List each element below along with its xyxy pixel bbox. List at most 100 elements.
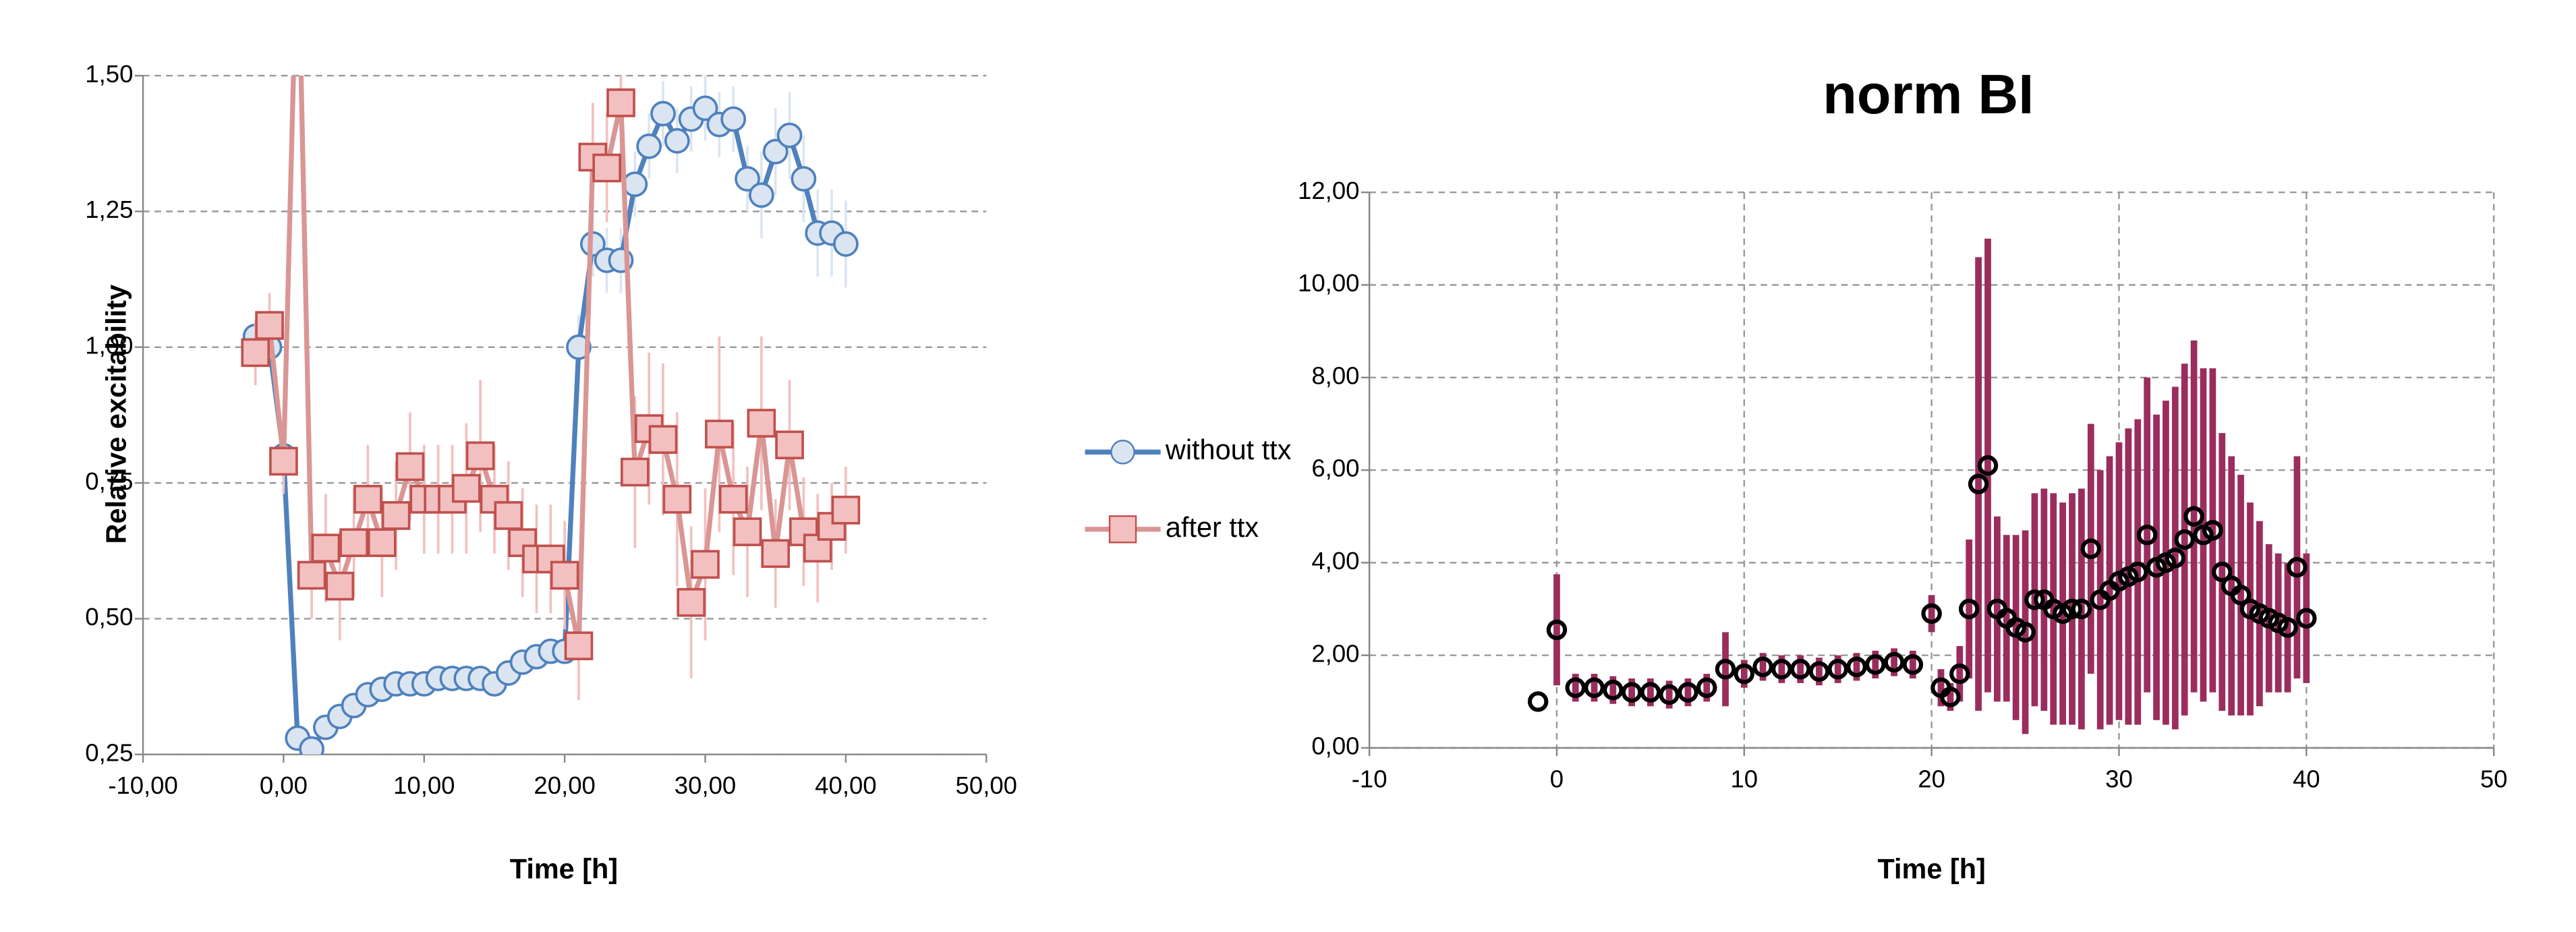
marker — [1584, 677, 1605, 698]
marker — [1640, 682, 1661, 703]
x-tick-label: 20,00 — [534, 771, 595, 799]
marker — [1949, 663, 1970, 685]
marker — [705, 419, 734, 448]
x-tick-label: 30 — [2105, 765, 2133, 792]
marker — [1696, 677, 1717, 698]
legend-marker — [1110, 440, 1135, 465]
y-tick-label: 0,75 — [85, 467, 133, 495]
marker — [1603, 679, 1624, 701]
y-tick-label: 0,00 — [1311, 732, 1359, 760]
marker — [367, 528, 397, 558]
x-axis-label: Time [h] — [1877, 853, 1985, 885]
marker — [1827, 659, 1848, 680]
marker — [648, 425, 678, 455]
marker — [1734, 663, 1755, 685]
marker — [1659, 684, 1680, 705]
marker — [733, 517, 762, 546]
legend-marker — [1108, 515, 1137, 544]
y-tick-label: 1,25 — [85, 196, 133, 223]
marker — [2174, 529, 2195, 550]
marker — [636, 133, 662, 159]
marker — [564, 631, 594, 660]
marker — [692, 95, 718, 121]
marker — [718, 484, 748, 514]
y-tick-label: 2,00 — [1311, 639, 1359, 667]
marker — [606, 88, 635, 117]
marker — [2136, 524, 2158, 546]
chart-title: norm BI — [1823, 63, 2034, 125]
marker — [621, 457, 650, 487]
marker — [2230, 585, 2252, 606]
marker — [1565, 677, 1586, 698]
x-axis-label: Time [h] — [510, 853, 618, 885]
marker — [566, 334, 592, 360]
marker — [1715, 659, 1736, 680]
marker — [297, 560, 326, 590]
marker — [592, 153, 621, 183]
y-tick-label: 12,00 — [1298, 177, 1359, 204]
x-tick-label: 20 — [1918, 765, 1945, 792]
legend-label: without ttx — [1165, 434, 1292, 465]
marker — [1865, 654, 1886, 675]
x-tick-label: 50,00 — [956, 771, 1017, 799]
y-tick-label: 0,50 — [85, 603, 133, 631]
left-chart: 0,25 0,50 0,75 1,00 1,25 1,50 -10,00 0,00 10,00 2… — [85, 60, 1292, 799]
x-tick-label: 0 — [1550, 765, 1564, 792]
marker — [353, 484, 382, 514]
y-tick-label: 1,50 — [85, 60, 133, 88]
y-tick-label: 10,00 — [1298, 269, 1359, 297]
marker — [2024, 589, 2045, 610]
marker — [2202, 520, 2223, 541]
marker — [2296, 608, 2317, 629]
x-tick-label: -10,00 — [108, 771, 178, 799]
marker — [451, 473, 481, 503]
marker — [311, 533, 341, 563]
marker — [1790, 659, 1811, 680]
marker — [831, 496, 861, 525]
marker — [2061, 598, 2083, 620]
x-tick-label: 0,00 — [260, 771, 308, 799]
marker — [2127, 561, 2148, 583]
marker — [1752, 656, 1773, 678]
marker — [381, 501, 411, 530]
x-tick-label: 50 — [2480, 765, 2508, 792]
y-tick-label: 6,00 — [1311, 455, 1359, 482]
marker — [269, 446, 298, 476]
marker — [1621, 682, 1642, 703]
legend-label: after ttx — [1166, 511, 1259, 543]
marker — [1546, 619, 1568, 641]
marker — [1921, 603, 1942, 624]
marker — [2165, 548, 2186, 569]
marker — [1883, 651, 1905, 673]
marker — [833, 231, 859, 257]
marker — [776, 122, 803, 148]
marker — [494, 501, 523, 530]
marker — [2071, 598, 2092, 620]
marker — [664, 127, 690, 154]
marker — [339, 528, 368, 558]
marker — [677, 587, 706, 617]
x-tick-label: -10 — [1352, 765, 1387, 792]
x-tick-label: 10,00 — [393, 771, 455, 799]
marker — [395, 452, 425, 482]
marker — [1678, 682, 1698, 703]
marker — [720, 106, 747, 132]
marker — [1902, 654, 1924, 675]
marker — [2287, 557, 2308, 578]
marker — [735, 166, 760, 192]
marker — [775, 430, 804, 460]
marker — [1846, 656, 1867, 678]
marker — [325, 571, 355, 601]
marker — [748, 182, 774, 208]
marker — [241, 338, 270, 368]
marker — [662, 484, 692, 514]
marker — [2080, 538, 2102, 560]
x-tick-label: 30,00 — [675, 771, 736, 799]
marker — [550, 560, 579, 590]
marker — [255, 311, 284, 340]
y-axis-label: Relative excitability — [100, 285, 132, 544]
y-tick-label: 1,00 — [85, 331, 133, 359]
marker — [1771, 659, 1792, 680]
